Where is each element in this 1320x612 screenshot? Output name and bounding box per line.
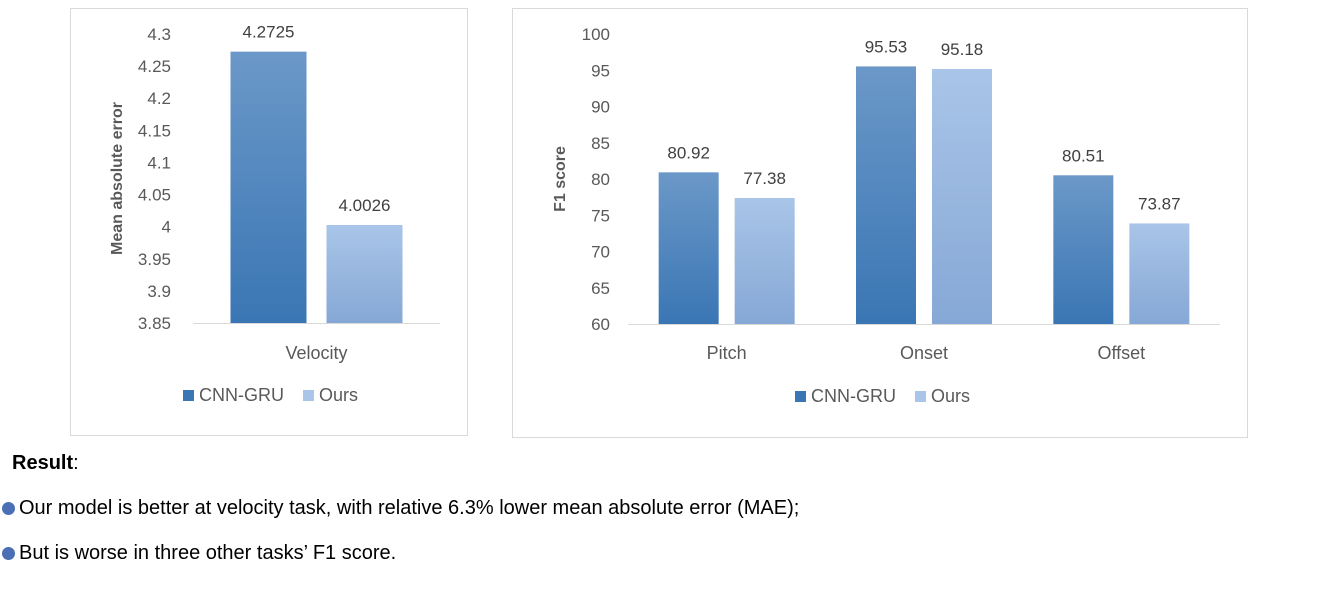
bullet-dot-icon (2, 547, 15, 560)
f1-category-label: Onset (900, 343, 948, 363)
f1-y-tick-label: 70 (591, 243, 610, 262)
mae-y-tick-label: 4.2 (147, 89, 171, 108)
f1-data-label: 73.87 (1138, 194, 1181, 213)
mae-y-tick-label: 4 (162, 218, 171, 237)
mae-legend-label: CNN-GRU (199, 385, 284, 405)
mae-y-tick-label: 3.85 (138, 314, 171, 333)
mae-y-tick-label: 3.9 (147, 282, 171, 301)
result-colon: : (73, 452, 79, 474)
f1-y-tick-label: 75 (591, 206, 610, 225)
f1-y-tick-label: 60 (591, 315, 610, 334)
mae-legend-swatch (183, 390, 194, 401)
mae-bar-ours-velocity (326, 224, 403, 323)
f1-bar-ours-offset (1129, 223, 1190, 324)
f1-data-label: 80.92 (667, 143, 710, 162)
f1-data-label: 95.53 (865, 37, 908, 56)
mae-y-tick-label: 3.95 (138, 250, 171, 269)
f1-data-label: 77.38 (743, 169, 786, 188)
result-heading: Result: (12, 452, 79, 475)
bullet-text-1: Our model is better at velocity task, wi… (19, 497, 800, 519)
f1-y-tick-label: 90 (591, 98, 610, 117)
f1-data-label: 95.18 (941, 40, 984, 59)
f1-legend-label: CNN-GRU (811, 386, 896, 406)
f1-bar-cnn-gru-pitch (658, 172, 719, 324)
mae-bar-cnn-gru-velocity (230, 51, 307, 324)
mae-y-tick-label: 4.15 (138, 121, 171, 140)
f1-y-axis-label: F1 score (552, 146, 569, 212)
charts-canvas: 4.3 4.25 4.2 4.15 4.1 4.05 4 3.95 3.9 3.85 Mean ab… (109, 23, 1220, 406)
mae-y-tick-label: 4.1 (147, 153, 171, 172)
f1-bar-ours-onset (932, 68, 992, 324)
f1-bar-cnn-gru-offset (1053, 175, 1114, 324)
bullet-dot-icon (2, 502, 15, 515)
f1-legend-label: Ours (931, 386, 970, 406)
f1-category-label: Offset (1097, 343, 1145, 363)
f1-y-tick-label: 65 (591, 279, 610, 298)
f1-legend-swatch (915, 391, 926, 402)
f1-y-tick-label: 85 (591, 134, 610, 153)
f1-category-label: Pitch (707, 343, 747, 363)
f1-legend-swatch (795, 391, 806, 402)
mae-y-tick-label: 4.3 (147, 25, 171, 44)
bullet-text-2: But is worse in three other tasks’ F1 sc… (19, 542, 397, 564)
f1-y-tick-label: 80 (591, 170, 610, 189)
f1-y-tick-label: 100 (582, 25, 610, 44)
result-bullet-1: Our model is better at velocity task, wi… (2, 497, 799, 520)
mae-legend-swatch (303, 390, 314, 401)
mae-y-tick-label: 4.05 (138, 186, 171, 205)
mae-y-tick-label: 4.25 (138, 57, 171, 76)
mae-category-label: Velocity (285, 343, 347, 363)
mae-y-axis-label: Mean absolute error (109, 102, 126, 255)
mae-data-label: 4.0026 (339, 196, 391, 215)
result-bullet-2: But is worse in three other tasks’ F1 sc… (2, 542, 396, 565)
mae-legend-label: Ours (319, 385, 358, 405)
result-label: Result (12, 452, 74, 474)
f1-y-tick-label: 95 (591, 61, 610, 80)
mae-data-label: 4.2725 (243, 23, 295, 42)
f1-data-label: 80.51 (1062, 146, 1105, 165)
f1-bar-ours-pitch (734, 197, 795, 324)
f1-bar-cnn-gru-onset (856, 66, 916, 324)
